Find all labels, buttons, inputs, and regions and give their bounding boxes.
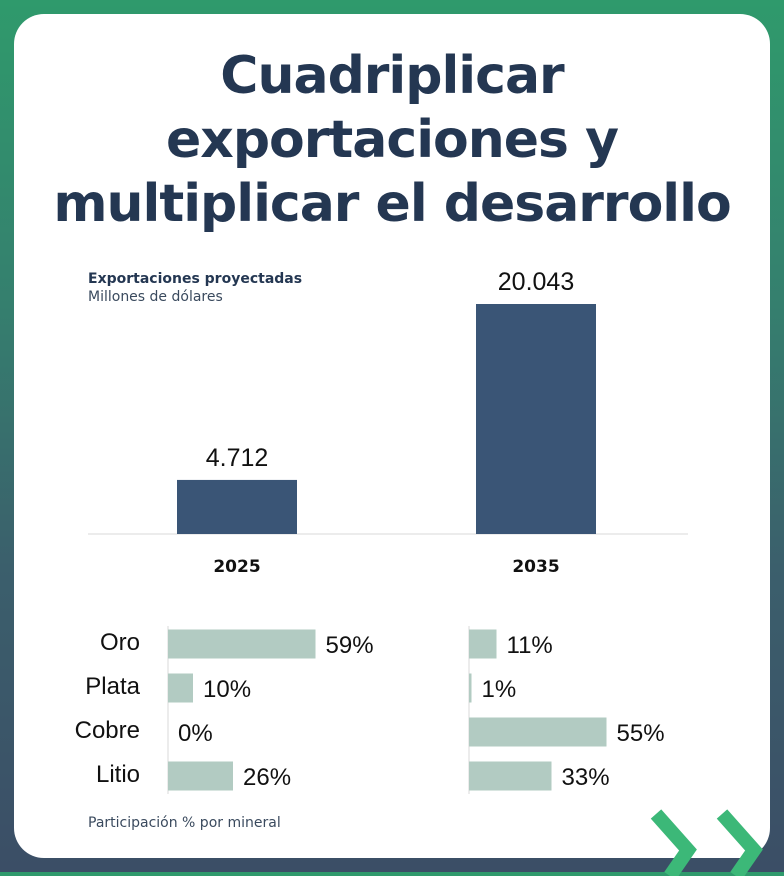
title-line-3: multiplicar el desarrollo <box>53 174 731 234</box>
footnote: Participación % por mineral <box>88 815 281 831</box>
title-line-1: Cuadriplicar <box>220 46 564 106</box>
tick-label-2025: 2025 <box>213 557 260 577</box>
share-bar-2035-plata <box>469 673 472 703</box>
share-bar-2025-plata <box>168 673 193 703</box>
chart-subtitle: Exportaciones proyectadas Millones de dó… <box>88 270 302 306</box>
share-label-2035-cobre: 55% <box>617 720 665 747</box>
chart-subtitle-bold: Exportaciones proyectadas <box>88 271 303 287</box>
content-card <box>14 14 770 858</box>
share-label-2025-litio: 26% <box>243 764 291 791</box>
page-title: Cuadriplicar exportaciones y multiplicar… <box>0 44 784 236</box>
bar-2035 <box>476 304 596 534</box>
tick-label-2035: 2035 <box>512 557 559 577</box>
category-label-litio: Litio <box>95 761 140 788</box>
share-bar-2035-cobre <box>469 717 607 747</box>
share-bar-2035-litio <box>469 761 552 791</box>
share-bar-2035-oro <box>469 629 497 659</box>
data-label-2025: 4.712 <box>206 444 269 472</box>
share-label-2035-oro: 11% <box>507 632 553 659</box>
share-label-2025-cobre: 0% <box>178 720 213 747</box>
data-label-2035: 20.043 <box>498 268 574 296</box>
category-label-cobre: Cobre <box>74 717 140 744</box>
share-bar-2025-litio <box>168 761 233 791</box>
category-label-plata: Plata <box>85 673 140 700</box>
share-bar-2025-oro <box>168 629 316 659</box>
share-label-2035-litio: 33% <box>562 764 610 791</box>
chart-subtitle-units: Millones de dólares <box>88 289 223 305</box>
share-label-2025-oro: 59% <box>326 632 374 659</box>
share-label-2035-plata: 1% <box>482 676 517 703</box>
share-label-2025-plata: 10% <box>203 676 251 703</box>
chevron-right-icon <box>650 809 763 876</box>
title-line-2: exportaciones y <box>166 110 619 170</box>
category-label-oro: Oro <box>99 629 140 656</box>
bar-2025 <box>177 479 297 534</box>
